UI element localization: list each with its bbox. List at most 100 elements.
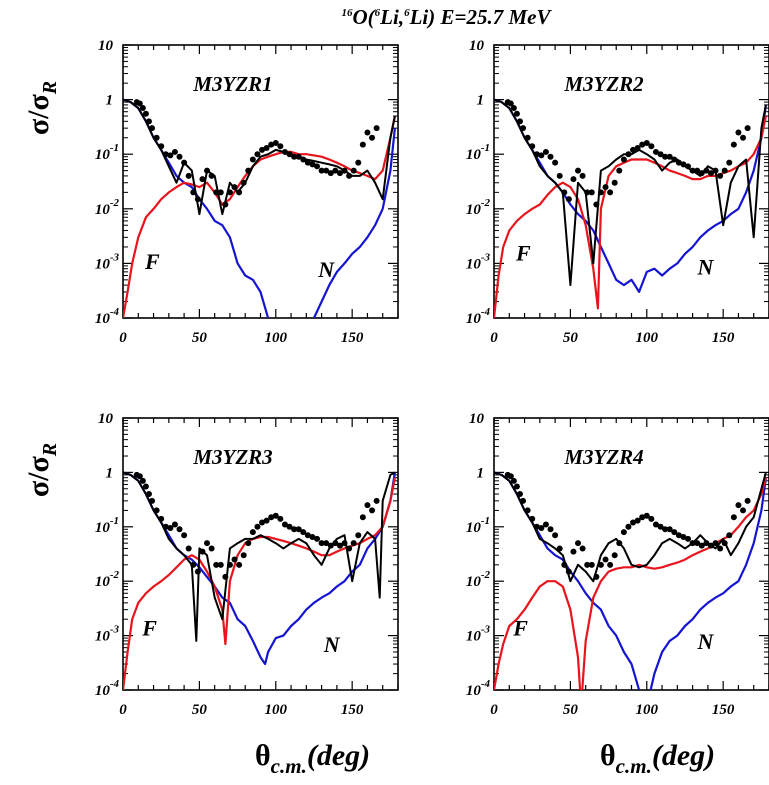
y-tick-label: 10-1: [95, 515, 119, 536]
x-tick-label: 50: [563, 330, 579, 346]
x-tick-label: 50: [563, 702, 579, 718]
title-part-3: Li) E=25.7 MeV: [409, 5, 553, 29]
data-point: [513, 110, 520, 117]
data-point: [662, 153, 669, 160]
data-point: [740, 507, 747, 514]
x-tick-label: 100: [636, 702, 659, 718]
data-point: [570, 548, 577, 555]
data-point: [350, 540, 357, 547]
data-point: [222, 201, 229, 208]
data-point: [694, 167, 701, 174]
plot-area: [494, 98, 767, 318]
x-tick-label: 100: [265, 330, 288, 346]
data-point: [602, 184, 609, 191]
y-tick-exp: -2: [110, 569, 120, 581]
data-point: [510, 477, 517, 484]
x-label-unit-right: (deg): [652, 739, 715, 772]
data-point: [259, 519, 266, 526]
data-point: [245, 540, 252, 547]
data-point: [236, 189, 243, 196]
data-point: [194, 196, 201, 203]
data-point: [556, 545, 563, 552]
y-tick-exp: -4: [110, 678, 120, 690]
data-point: [634, 144, 641, 151]
data-point: [593, 201, 600, 208]
x-label-theta-right: θ: [600, 739, 616, 772]
data-point: [703, 540, 710, 547]
data-point: [240, 552, 247, 559]
data-point: [190, 189, 197, 196]
data-point: [533, 151, 540, 158]
y-tick-exp: -3: [481, 624, 491, 636]
data-point: [231, 184, 238, 191]
data-point: [263, 517, 270, 524]
x-tick-label: 150: [712, 330, 735, 346]
y-tick-exp: -1: [110, 515, 119, 527]
y-tick-base: 10: [95, 256, 111, 272]
data-point: [730, 514, 737, 521]
data-point: [364, 129, 371, 136]
data-point: [662, 526, 669, 533]
data-point: [332, 540, 339, 547]
data-point: [171, 521, 178, 528]
y-tick-label: 10: [469, 38, 485, 54]
data-point: [675, 532, 682, 539]
data-point: [286, 523, 293, 530]
data-point: [295, 153, 302, 160]
y-tick-exp: -1: [481, 515, 490, 527]
y-tick-base: 10: [95, 629, 111, 645]
data-point: [552, 532, 559, 539]
data-point: [520, 125, 527, 132]
data-point: [565, 196, 572, 203]
data-point: [726, 159, 733, 166]
y-tick-base: 10: [95, 202, 111, 218]
data-point: [607, 189, 614, 196]
data-point: [149, 125, 156, 132]
data-point: [350, 167, 357, 174]
data-point: [355, 159, 362, 166]
data-point: [516, 491, 523, 498]
data-point: [547, 526, 554, 533]
x-tick-label: 50: [192, 702, 208, 718]
data-point: [136, 473, 143, 480]
data-point: [277, 143, 284, 150]
data-point: [304, 159, 311, 166]
data-point: [607, 561, 614, 568]
y-tick-base: 10: [466, 574, 482, 590]
x-tick-label: 150: [712, 702, 735, 718]
data-point: [199, 548, 206, 555]
data-point: [286, 151, 293, 158]
data-point: [268, 141, 275, 148]
data-point: [524, 134, 531, 141]
data-point: [675, 159, 682, 166]
data-point: [507, 473, 514, 480]
data-point: [630, 146, 637, 153]
data-point: [369, 134, 376, 141]
data-point: [199, 176, 206, 183]
y-label-main-bottom: σ/σ: [22, 456, 55, 498]
data-point: [369, 507, 376, 514]
annotation-far: F: [512, 616, 528, 641]
y-tick-label: 10-4: [95, 306, 120, 327]
data-point: [597, 189, 604, 196]
data-point: [158, 515, 165, 522]
data-point: [513, 483, 520, 490]
data-point: [291, 153, 298, 160]
x-tick-label: 100: [636, 330, 659, 346]
series-total-line: [494, 471, 767, 583]
y-tick-label: 10-2: [95, 197, 120, 218]
title-part-2: Li,: [379, 5, 404, 29]
data-point: [712, 167, 719, 174]
series-near-line: [123, 98, 396, 318]
data-point: [735, 502, 742, 509]
data-point: [579, 172, 586, 179]
data-point: [689, 540, 696, 547]
data-point: [552, 159, 559, 166]
data-point: [538, 152, 545, 159]
data-point: [346, 545, 353, 552]
y-tick-exp: -2: [481, 569, 491, 581]
data-point: [648, 515, 655, 522]
